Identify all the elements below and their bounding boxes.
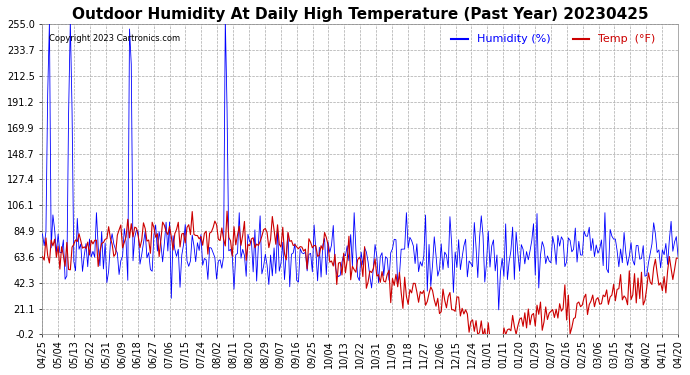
Legend: Humidity (%), Temp  (°F): Humidity (%), Temp (°F) [446, 30, 660, 49]
Text: Copyright 2023 Cartronics.com: Copyright 2023 Cartronics.com [49, 34, 180, 43]
Title: Outdoor Humidity At Daily High Temperature (Past Year) 20230425: Outdoor Humidity At Daily High Temperatu… [72, 7, 649, 22]
